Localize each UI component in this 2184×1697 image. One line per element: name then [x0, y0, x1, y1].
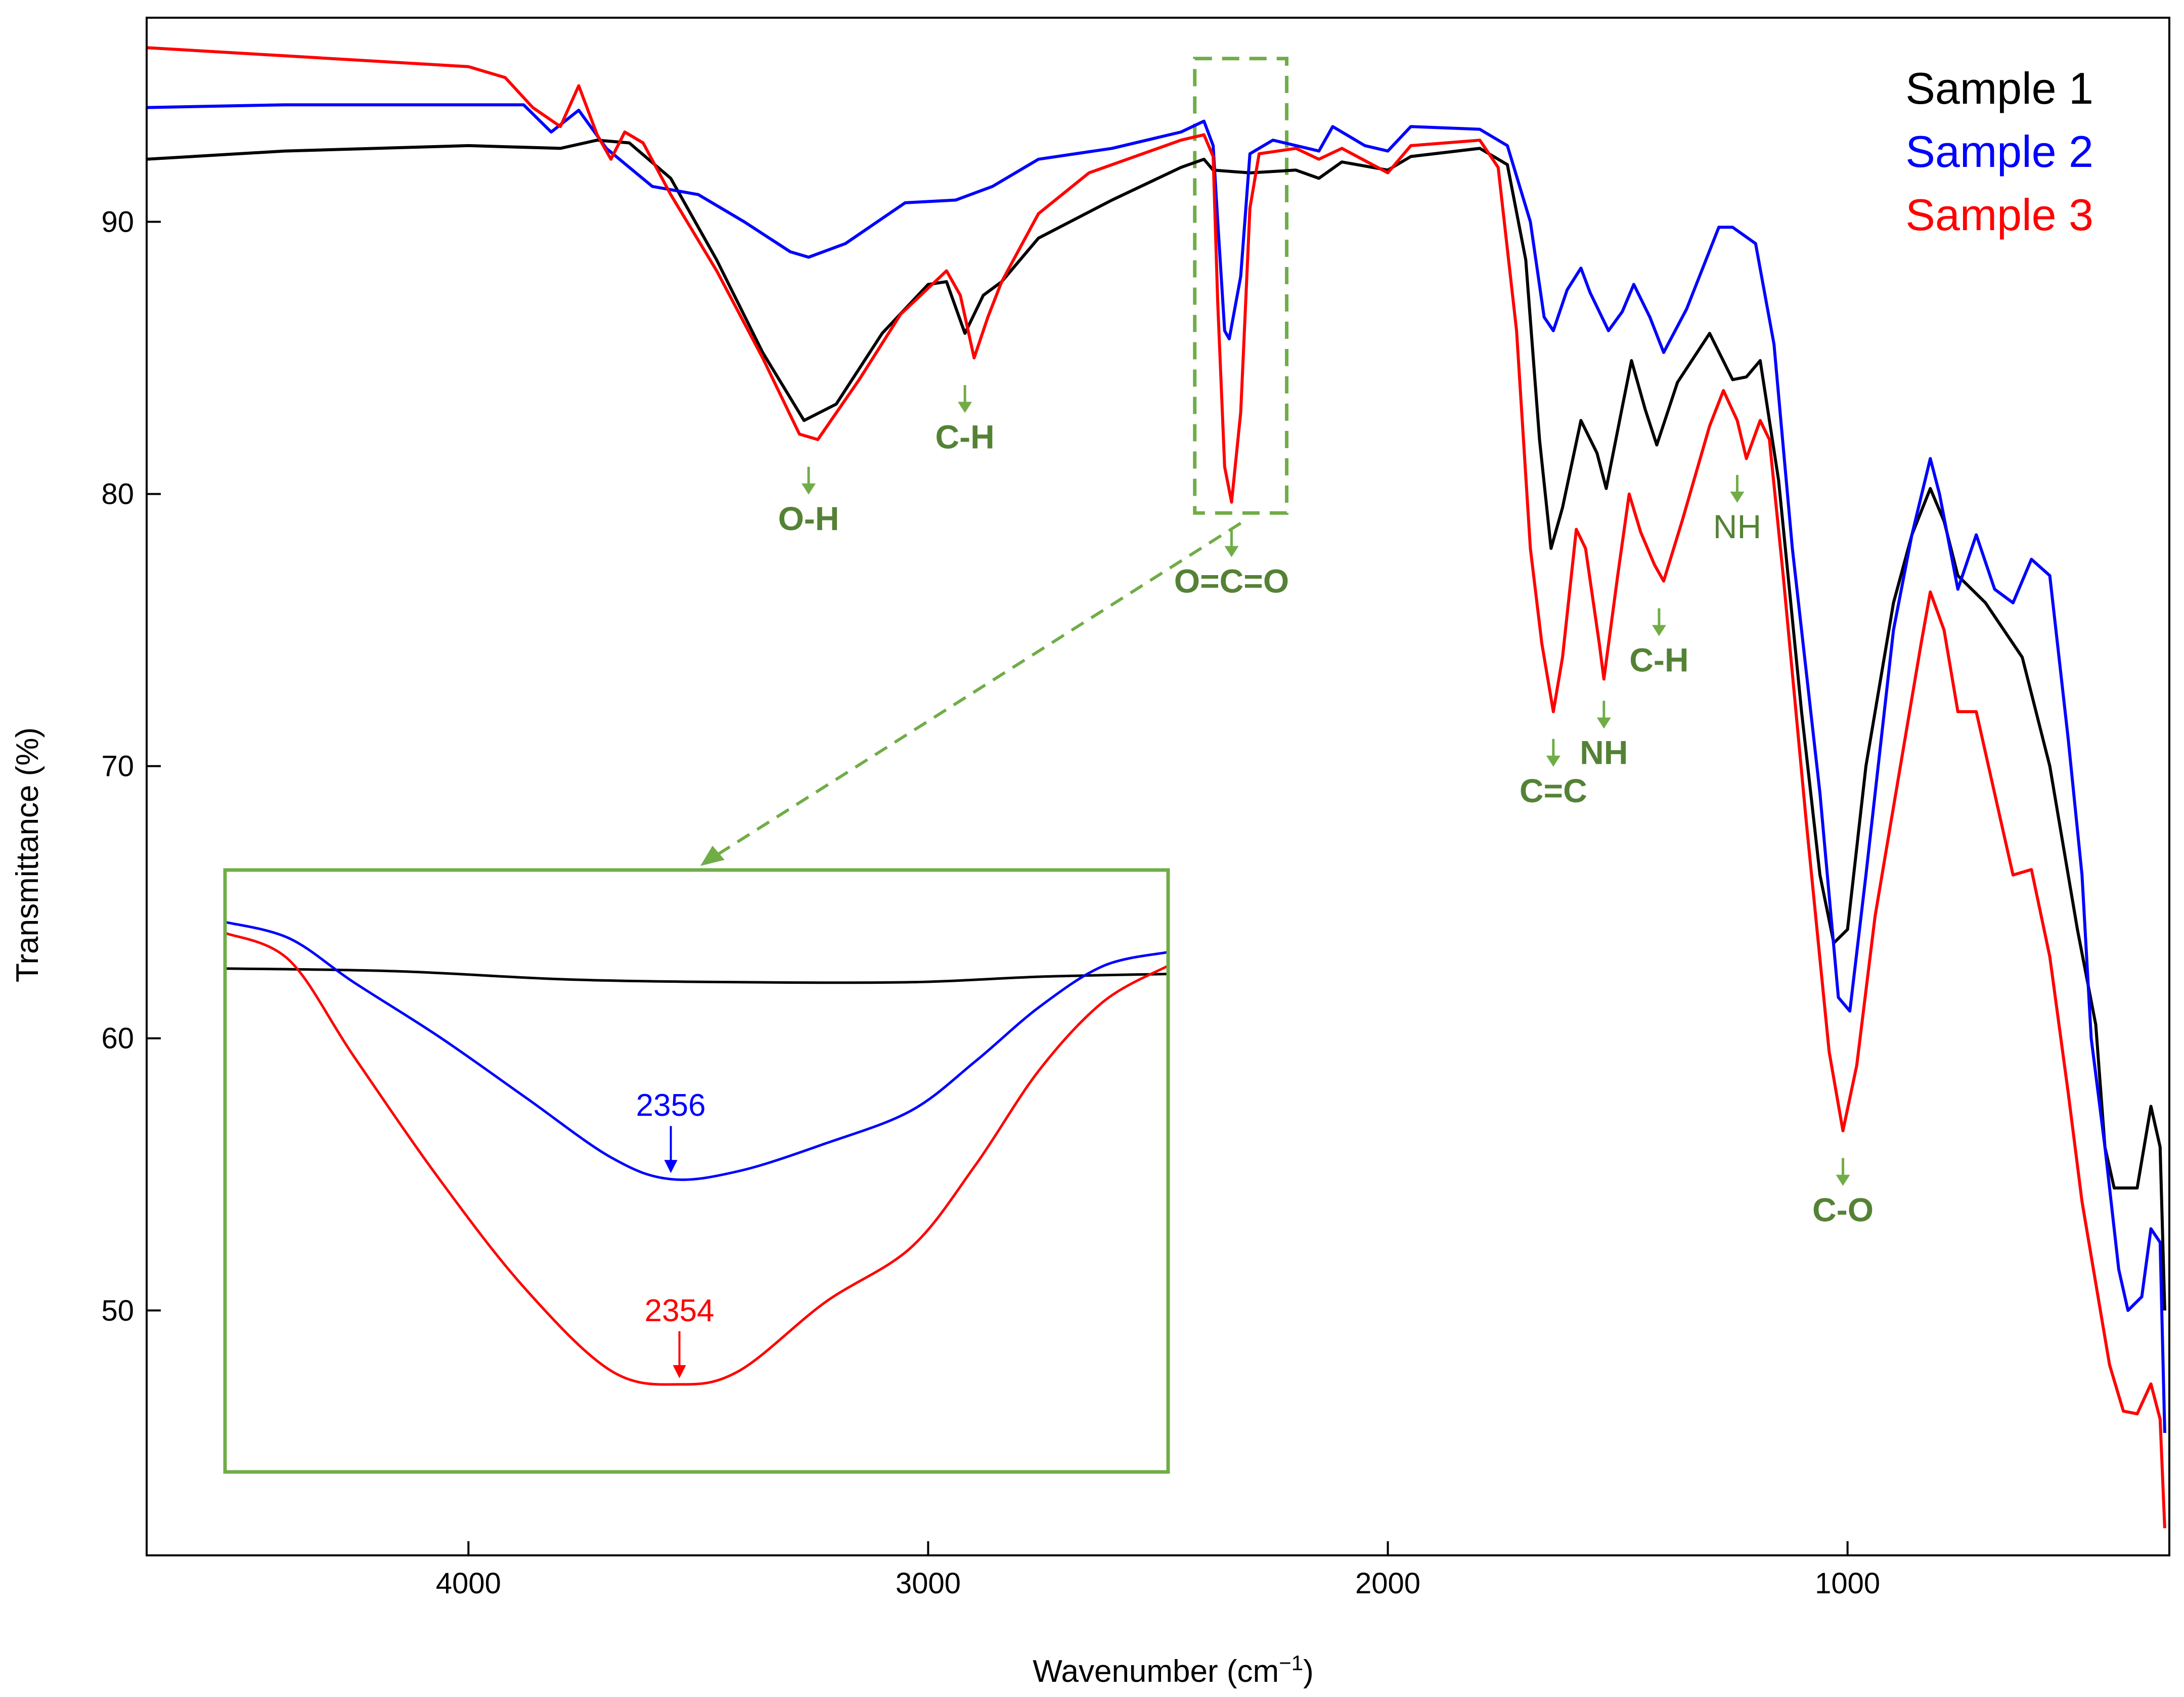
axes: 4000 3000 2000 1000 90 80 70 60 50 [101, 17, 2170, 1600]
annotation-arrowhead [1652, 625, 1666, 636]
legend: Sample 1 Sample 2 Sample 3 [1905, 63, 2093, 240]
annotation-arrowhead [1836, 1174, 1850, 1186]
peak-label: NH [1580, 734, 1628, 771]
y-tick-label: 90 [101, 206, 134, 239]
x-tick-label: 3000 [896, 1567, 961, 1600]
inset-label-arrowhead [664, 1160, 678, 1173]
x-tick-label: 4000 [436, 1567, 501, 1600]
legend-item-1: Sample 1 [1905, 63, 2093, 113]
zoom-box [1193, 57, 1289, 515]
inset-series-line-3 [225, 932, 1168, 1386]
peak-label: C-O [1812, 1191, 1874, 1228]
zoom-connector-line [715, 521, 1242, 857]
inset-peak-label: 2356 [636, 1088, 706, 1123]
peak-label: C=C [1520, 772, 1587, 809]
y-tick-label: 50 [101, 1294, 134, 1327]
inset-frame [223, 868, 1170, 1474]
annotation-arrowhead [958, 402, 972, 413]
inset-label-arrowhead [673, 1365, 686, 1378]
main-series [147, 46, 2166, 1529]
annotation-arrowhead [801, 483, 816, 495]
zoom-connector [700, 57, 1289, 866]
annotation-arrowhead [1730, 491, 1745, 503]
annotation-arrowhead [1546, 755, 1561, 767]
inset-series-line-1 [225, 967, 1168, 984]
inset-series-line-2 [225, 921, 1168, 1181]
peak-label: NH [1713, 508, 1761, 545]
series-line-2 [147, 103, 2166, 1433]
peak-label: O=C=O [1174, 562, 1289, 600]
peak-label: C-H [935, 418, 995, 455]
series-line-3 [147, 46, 2166, 1529]
x-tick-label: 2000 [1355, 1567, 1420, 1600]
y-tick-label: 80 [101, 478, 134, 511]
y-tick-label: 70 [101, 750, 134, 783]
plot-frame [146, 17, 2170, 1556]
peak-label: C-H [1629, 641, 1688, 679]
inset-panel: 2356 2354 [223, 868, 1170, 1474]
annotation-arrowhead [1224, 546, 1239, 557]
legend-item-3: Sample 3 [1905, 190, 2093, 240]
legend-item-2: Sample 2 [1905, 126, 2093, 177]
x-axis-title: Wavenumber (cm−1) [1033, 1651, 1313, 1689]
annotation-arrowhead [1596, 717, 1611, 729]
x-tick-label: 1000 [1815, 1567, 1880, 1600]
y-tick-label: 60 [101, 1022, 134, 1055]
y-axis-title: Transmittance (%) [10, 727, 45, 982]
zoom-connector-arrowhead [700, 846, 725, 866]
inset-background [225, 870, 1168, 1472]
inset-series [225, 921, 1168, 1386]
peak-label: O-H [778, 500, 839, 537]
inset-peak-label: 2354 [645, 1293, 715, 1328]
series-line-1 [147, 139, 2166, 1311]
